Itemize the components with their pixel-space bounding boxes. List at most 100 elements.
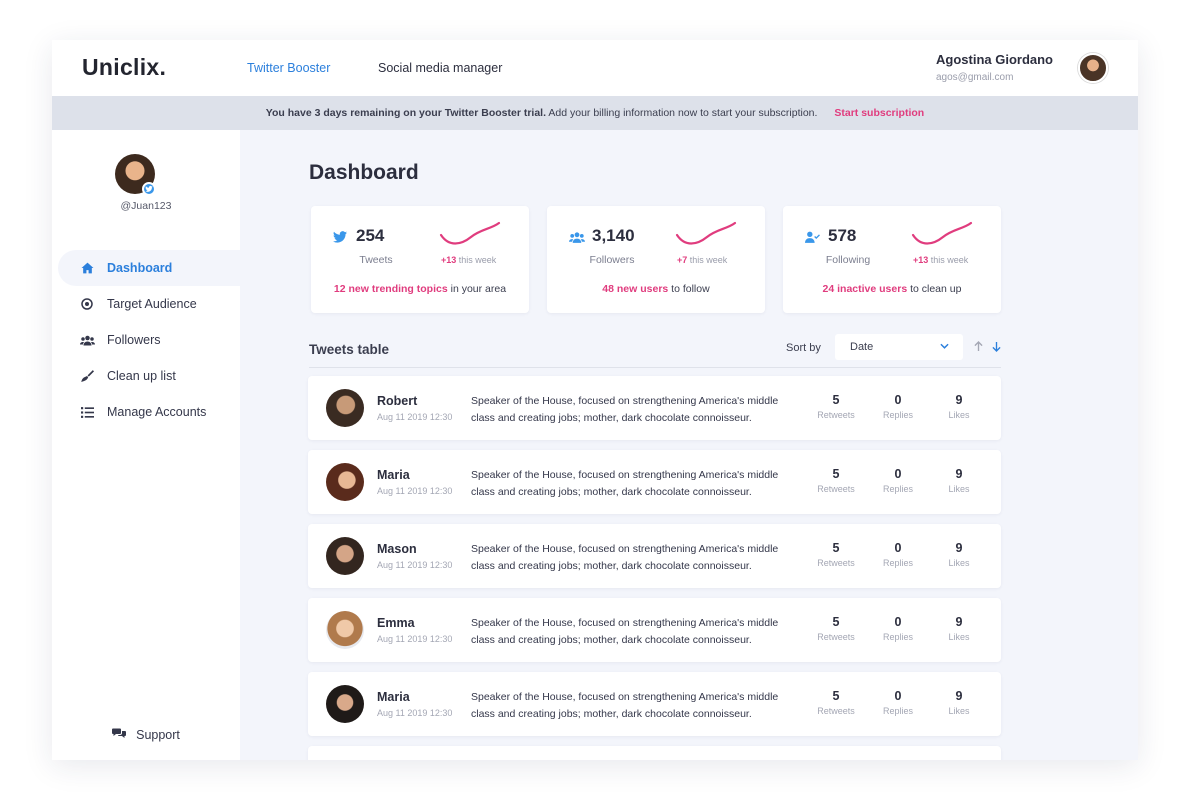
following-count: 578 <box>828 226 857 245</box>
chevron-down-icon <box>940 334 949 360</box>
avatar[interactable] <box>326 389 364 427</box>
nav-twitter-booster[interactable]: Twitter Booster <box>247 61 331 75</box>
banner-billing-text: Add your billing information now to star… <box>548 107 818 119</box>
tweet-text: Speaker of the House, focused on strengt… <box>471 617 779 646</box>
followers-label: Followers <box>589 254 635 266</box>
tweet-author-name[interactable]: Maria <box>377 690 410 704</box>
table-row[interactable]: Maria Aug 11 2019 12:30 Speaker of the H… <box>308 450 1001 514</box>
tweet-date: Aug 11 2019 12:30 <box>377 708 453 718</box>
app-logo[interactable]: Uniclix. <box>82 54 167 80</box>
tweets-table: Robert Aug 11 2019 12:30 Speaker of the … <box>308 376 1001 760</box>
tweets-insight[interactable]: 12 new trending topics in your area <box>333 283 507 295</box>
stat-card-followers: 3,140 Followers +7 this week 48 new user… <box>547 206 765 313</box>
sidebar: @Juan123 Dashboard Target Audience Follo… <box>52 130 240 760</box>
profile-card: @Juan123 <box>52 130 240 250</box>
retweets-metric: 5 Retweets <box>817 689 855 716</box>
followers-trend-sparkline <box>675 221 737 245</box>
following-label: Following <box>825 254 871 266</box>
list-icon <box>79 406 95 418</box>
top-bar: Uniclix. Twitter Booster Social media ma… <box>52 40 1138 96</box>
sort-descending-arrow-icon[interactable] <box>992 341 1001 355</box>
sidebar-item-target-audience[interactable]: Target Audience <box>52 286 240 322</box>
table-row-partial[interactable] <box>308 746 1001 760</box>
broom-icon <box>79 370 95 382</box>
following-icon <box>805 230 821 244</box>
page-title: Dashboard <box>309 161 419 184</box>
sidebar-item-label: Manage Accounts <box>107 405 207 419</box>
avatar[interactable] <box>326 685 364 723</box>
user-name: Agostina Giordano <box>936 52 1053 67</box>
users-icon <box>79 335 95 346</box>
sidebar-item-followers[interactable]: Followers <box>52 322 240 358</box>
retweets-metric: 5 Retweets <box>817 541 855 568</box>
user-avatar[interactable] <box>1078 53 1108 83</box>
following-trend-sparkline <box>911 221 973 245</box>
profile-handle: @Juan123 <box>120 200 172 212</box>
avatar[interactable] <box>326 611 364 649</box>
twitter-bird-icon <box>333 230 349 244</box>
app-window: Uniclix. Twitter Booster Social media ma… <box>52 40 1138 760</box>
support-label: Support <box>136 727 180 742</box>
likes-metric: 9 Likes <box>948 541 970 568</box>
replies-metric: 0 Replies <box>882 689 913 716</box>
sidebar-menu: Dashboard Target Audience Followers Clea… <box>52 250 240 430</box>
likes-metric: 9 Likes <box>948 615 970 642</box>
followers-insight[interactable]: 48 new users to follow <box>602 283 710 295</box>
user-email: agos@gmail.com <box>936 72 1014 83</box>
table-row[interactable]: Emma Aug 11 2019 12:30 Speaker of the Ho… <box>308 598 1001 662</box>
replies-metric: 0 Replies <box>882 393 913 420</box>
tweets-label: Tweets <box>359 254 393 266</box>
chat-bubbles-icon <box>112 727 127 742</box>
target-icon <box>79 298 95 310</box>
sort-label: Sort by <box>786 342 821 354</box>
replies-metric: 0 Replies <box>882 467 913 494</box>
tweet-date: Aug 11 2019 12:30 <box>377 412 453 422</box>
home-icon <box>79 262 95 274</box>
tweet-author-name[interactable]: Emma <box>377 616 415 630</box>
replies-metric: 0 Replies <box>882 541 913 568</box>
table-row[interactable]: Mason Aug 11 2019 12:30 Speaker of the H… <box>308 524 1001 588</box>
tweet-text: Speaker of the House, focused on strengt… <box>471 395 779 424</box>
sidebar-item-label: Clean up list <box>107 369 176 383</box>
tweet-text: Speaker of the House, focused on strengt… <box>471 543 779 572</box>
followers-count: 3,140 <box>592 226 635 245</box>
banner-trial-text: You have 3 days remaining on your Twitte… <box>265 107 547 119</box>
sidebar-item-dashboard[interactable]: Dashboard <box>58 250 240 286</box>
sort-value: Date <box>850 341 874 353</box>
start-subscription-link[interactable]: Start subscription <box>834 107 925 119</box>
trial-banner: You have 3 days remaining on your Twitte… <box>52 96 1138 130</box>
stat-card-tweets: 254 Tweets +13 this week 12 new trending… <box>311 206 529 313</box>
tweets-weekly-delta: +13 this week <box>441 255 497 265</box>
nav-social-media-manager[interactable]: Social media manager <box>378 61 503 75</box>
tweets-count: 254 <box>356 226 385 245</box>
retweets-metric: 5 Retweets <box>817 615 855 642</box>
sidebar-item-label: Followers <box>107 333 161 347</box>
following-weekly-delta: +13 this week <box>913 255 969 265</box>
followers-weekly-delta: +7 this week <box>677 255 728 265</box>
sidebar-item-manage-accounts[interactable]: Manage Accounts <box>52 394 240 430</box>
table-row[interactable]: Maria Aug 11 2019 12:30 Speaker of the H… <box>308 672 1001 736</box>
sidebar-item-clean-up-list[interactable]: Clean up list <box>52 358 240 394</box>
following-insight[interactable]: 24 inactive users to clean up <box>822 283 962 295</box>
sort-ascending-arrow-icon[interactable] <box>974 341 983 355</box>
sidebar-item-label: Target Audience <box>107 297 197 311</box>
followers-icon <box>569 230 585 244</box>
tweets-trend-sparkline <box>439 221 501 245</box>
avatar[interactable] <box>326 537 364 575</box>
avatar[interactable] <box>326 463 364 501</box>
tweet-author-name[interactable]: Robert <box>377 394 418 408</box>
tweet-author-name[interactable]: Maria <box>377 468 410 482</box>
sort-dropdown[interactable]: Date <box>835 334 963 360</box>
tweet-author-name[interactable]: Mason <box>377 542 417 556</box>
tweet-date: Aug 11 2019 12:30 <box>377 560 453 570</box>
sidebar-item-label: Dashboard <box>107 261 173 275</box>
tweet-text: Speaker of the House, focused on strengt… <box>471 469 779 498</box>
retweets-metric: 5 Retweets <box>817 467 855 494</box>
retweets-metric: 5 Retweets <box>817 393 855 420</box>
likes-metric: 9 Likes <box>948 393 970 420</box>
twitter-badge-icon <box>142 182 156 196</box>
likes-metric: 9 Likes <box>948 467 970 494</box>
tweet-date: Aug 11 2019 12:30 <box>377 634 453 644</box>
table-row[interactable]: Robert Aug 11 2019 12:30 Speaker of the … <box>308 376 1001 440</box>
support-link[interactable]: Support <box>52 727 240 742</box>
